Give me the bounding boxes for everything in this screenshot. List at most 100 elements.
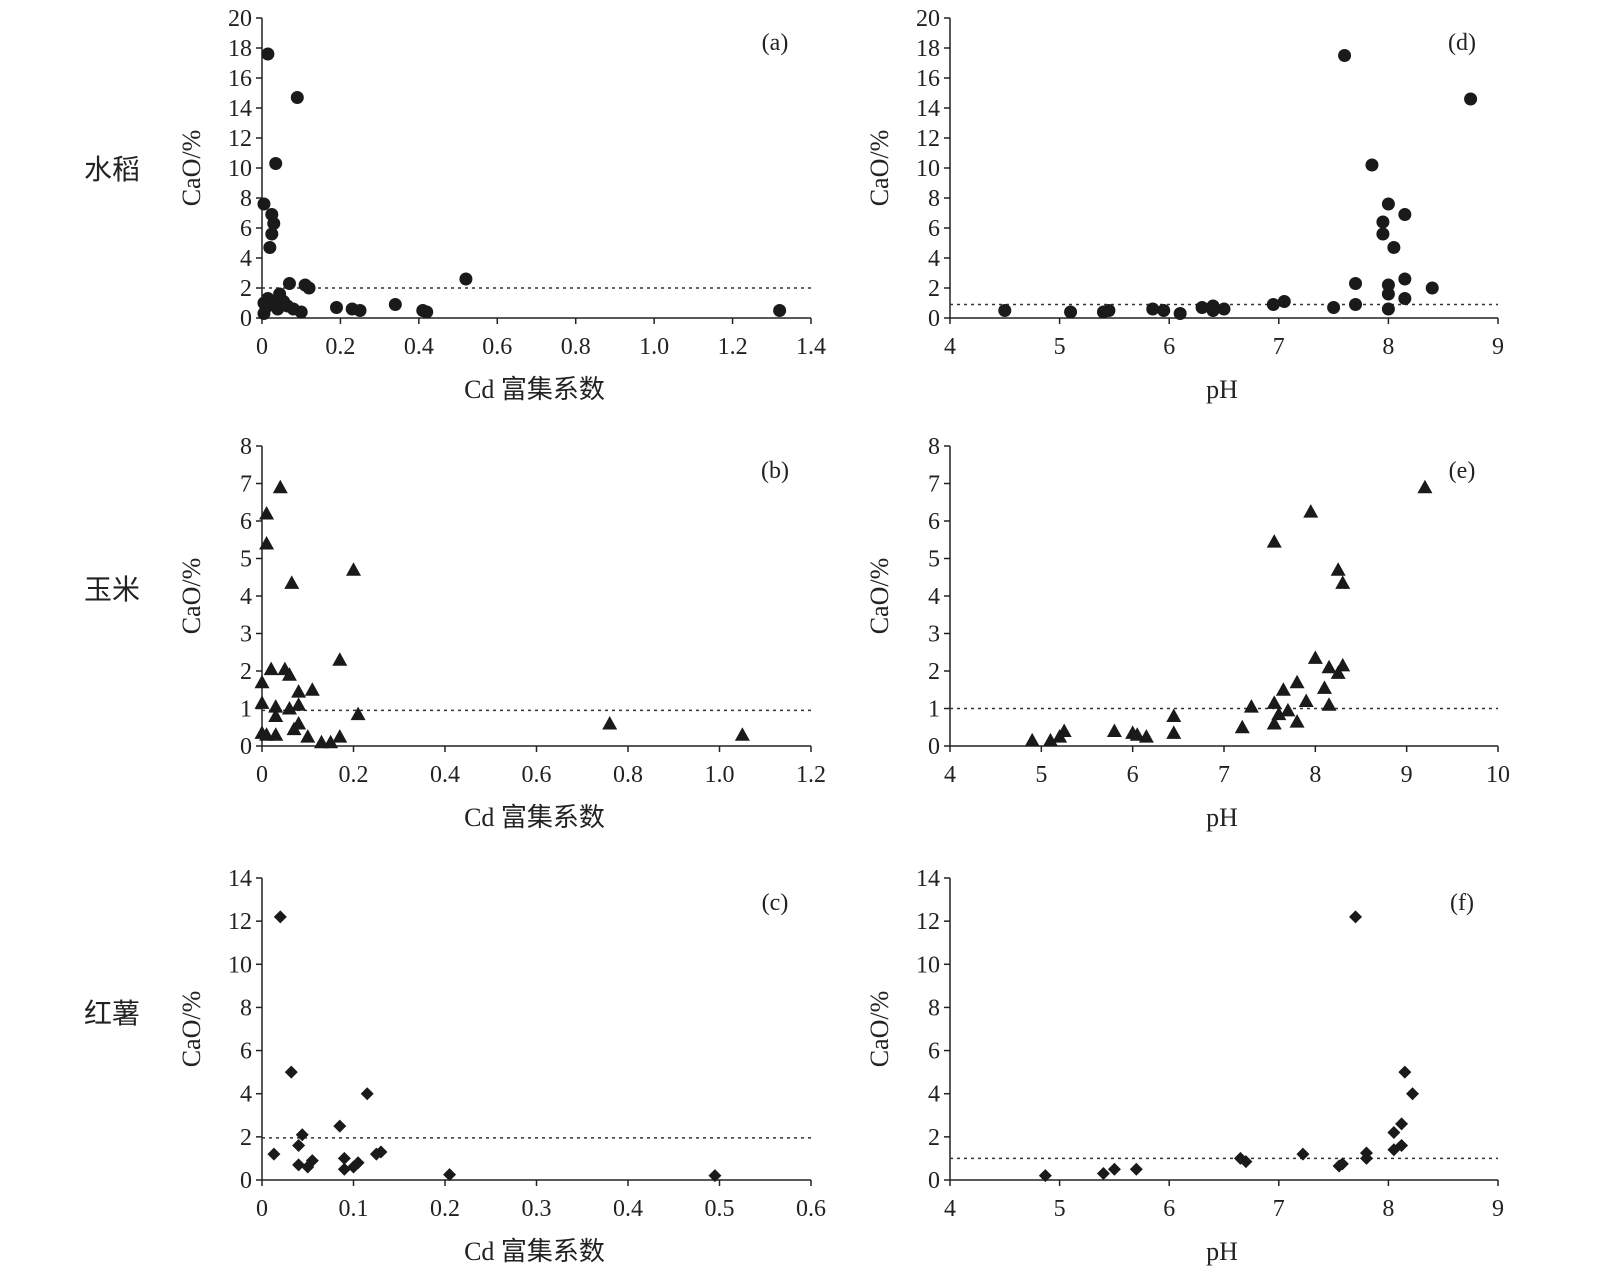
data-point-diamond xyxy=(360,1087,374,1101)
data-point-triangle xyxy=(268,699,284,713)
data-point-diamond xyxy=(301,1160,315,1174)
x-tick-label: 0 xyxy=(256,334,268,360)
data-point-circle xyxy=(1349,298,1363,311)
data-point-triangle xyxy=(259,506,275,520)
data-point-triangle xyxy=(1298,693,1314,707)
x-tick-label: 1.0 xyxy=(705,762,735,788)
data-point-circle xyxy=(1376,215,1390,229)
y-axis-label: CaO/% xyxy=(177,558,206,635)
data-point-triangle xyxy=(300,729,316,743)
data-point-circle xyxy=(294,305,308,319)
panel-label: (f) xyxy=(1450,890,1474,916)
data-point-diamond xyxy=(273,910,287,924)
x-tick-label: 5 xyxy=(1054,334,1066,360)
data-point-diamond xyxy=(1038,1169,1052,1183)
data-point-diamond xyxy=(708,1169,722,1183)
y-tick-label: 2 xyxy=(240,1125,252,1151)
data-point-triangle xyxy=(1275,682,1291,696)
data-point-triangle xyxy=(1243,699,1259,713)
data-point-triangle xyxy=(284,575,300,589)
x-tick-label: 0.8 xyxy=(561,334,591,360)
x-tick-label: 1.2 xyxy=(796,762,826,788)
y-tick-label: 10 xyxy=(916,156,940,182)
data-point-triangle xyxy=(254,725,270,739)
x-tick-label: 8 xyxy=(1382,334,1394,360)
data-point-circle xyxy=(1398,208,1412,221)
data-point-circle xyxy=(330,301,344,314)
data-point-triangle xyxy=(272,479,288,494)
data-point-diamond xyxy=(1239,1155,1253,1169)
data-point-triangle xyxy=(1417,479,1433,494)
y-tick-label: 8 xyxy=(240,434,252,460)
data-point-diamond xyxy=(1387,1126,1401,1140)
x-tick-label: 0.2 xyxy=(325,334,355,360)
data-point-circle xyxy=(1398,292,1412,305)
data-point-triangle xyxy=(1042,732,1058,747)
x-tick-label: 0.6 xyxy=(482,334,512,360)
data-point-circle xyxy=(1381,302,1395,316)
panel-label: (d) xyxy=(1448,30,1476,56)
data-point-circle xyxy=(388,298,402,311)
data-point-diamond xyxy=(333,1119,347,1133)
panel-label: (a) xyxy=(762,30,789,56)
data-point-circle xyxy=(773,304,787,317)
y-tick-label: 4 xyxy=(928,584,940,610)
x-tick-label: 9 xyxy=(1492,334,1504,360)
data-point-circle xyxy=(257,307,271,320)
data-point-triangle xyxy=(350,706,366,721)
data-point-triangle xyxy=(1129,727,1145,741)
y-tick-label: 4 xyxy=(240,1082,252,1108)
y-tick-label: 16 xyxy=(228,66,252,92)
data-point-triangle xyxy=(263,661,279,676)
data-point-triangle xyxy=(291,697,307,711)
y-tick-label: 4 xyxy=(928,1082,940,1108)
data-point-diamond xyxy=(347,1160,360,1174)
data-point-circle xyxy=(1157,304,1171,317)
chart-panel: 0 2 4 6 8 10 12 14 16 18 20 4 5 6 7 8 9 pH CaO/% (d) xyxy=(865,6,1504,404)
row-label-sweet-potato: 红薯 xyxy=(84,997,141,1030)
data-point-diamond xyxy=(1096,1167,1110,1181)
data-point-diamond xyxy=(1359,1151,1373,1165)
y-tick-label: 4 xyxy=(240,584,252,610)
data-point-triangle xyxy=(268,727,284,741)
y-tick-label: 10 xyxy=(228,156,252,182)
data-point-triangle xyxy=(1266,695,1282,709)
x-tick-label: 0.4 xyxy=(430,762,460,788)
data-point-circle xyxy=(1064,305,1078,319)
data-point-circle xyxy=(1277,295,1291,308)
data-point-triangle xyxy=(1307,650,1323,664)
data-point-triangle xyxy=(1330,665,1346,679)
data-point-circle xyxy=(271,302,285,316)
data-point-circle xyxy=(263,241,277,254)
data-point-triangle xyxy=(1266,534,1282,548)
data-point-circle xyxy=(1327,301,1341,314)
y-tick-label: 5 xyxy=(240,547,252,573)
data-point-circle xyxy=(302,281,316,295)
data-point-circle xyxy=(1146,302,1160,316)
data-point-circle xyxy=(1365,158,1379,172)
data-point-circle xyxy=(1266,298,1280,311)
data-point-triangle xyxy=(1166,708,1182,722)
row-label-maize: 玉米 xyxy=(84,573,141,606)
y-tick-label: 3 xyxy=(240,622,252,648)
data-point-triangle xyxy=(1335,575,1351,589)
x-tick-label: 10 xyxy=(1486,762,1510,788)
data-point-circle xyxy=(459,272,473,286)
data-point-diamond xyxy=(1406,1087,1420,1101)
data-point-triangle xyxy=(1330,562,1346,576)
y-tick-label: 18 xyxy=(916,36,940,62)
data-point-circle xyxy=(1425,281,1439,295)
y-tick-label: 12 xyxy=(228,126,252,152)
y-axis-label: CaO/% xyxy=(177,991,206,1068)
panel-label: (e) xyxy=(1449,458,1476,484)
data-point-circle xyxy=(353,304,367,317)
data-point-circle xyxy=(1387,241,1401,254)
data-point-triangle xyxy=(281,701,297,715)
y-tick-label: 2 xyxy=(240,276,252,302)
y-tick-label: 12 xyxy=(228,909,252,935)
data-point-triangle xyxy=(332,729,348,743)
y-tick-label: 6 xyxy=(928,216,940,242)
y-tick-label: 14 xyxy=(916,96,940,122)
data-point-triangle xyxy=(268,708,284,722)
